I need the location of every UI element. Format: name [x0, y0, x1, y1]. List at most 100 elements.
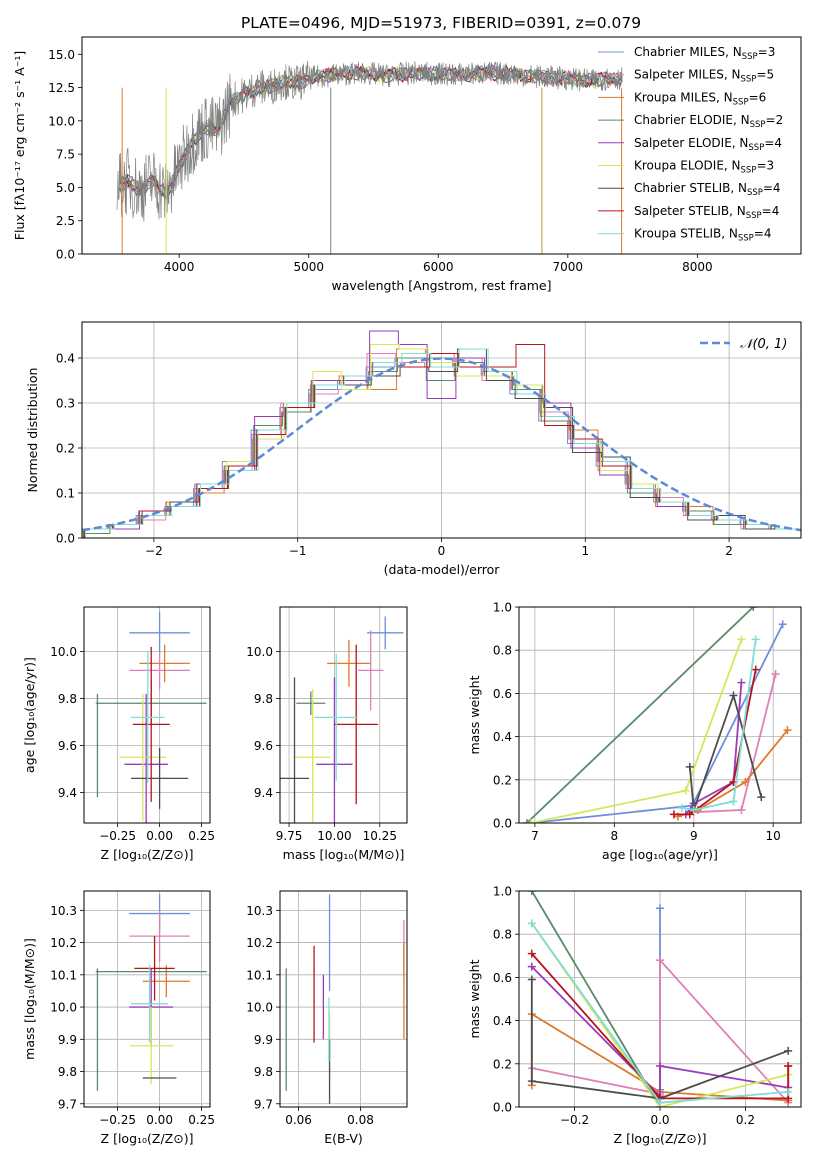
error-bar-point: [334, 644, 378, 805]
mass-weight-line: [531, 957, 789, 1104]
y-axis-label: Flux [fλ10⁻¹⁷ erg cm⁻² s⁻¹ A⁻¹]: [12, 51, 27, 240]
error-bar-point: [280, 677, 310, 823]
histogram-step: [83, 348, 801, 538]
model-line: [119, 64, 623, 198]
legend-entry: Kroupa ELODIE, NSSP=3: [634, 159, 774, 176]
plus-marker: [737, 678, 746, 687]
y-tick-label: 0.4: [493, 1014, 512, 1028]
y-axis-label: age [log₁₀(age/yr)]: [22, 657, 37, 773]
y-tick-label: 15.0: [48, 48, 75, 62]
error-bar-point: [129, 611, 190, 654]
mass-weight-line: [531, 891, 661, 1107]
data-line: [116, 60, 623, 222]
y-tick-label: 0.3: [56, 397, 75, 411]
y-tick-label: 9.6: [58, 739, 77, 753]
y-tick-label: 9.7: [254, 1097, 273, 1111]
plus-marker: [527, 1077, 536, 1086]
plus-marker: [741, 777, 750, 786]
y-tick-label: 0.2: [493, 1057, 512, 1071]
age-vs-mass-panel: 9.75 10.00 10.25 9.4 9.6 9.8 10.0 mass [log₁₀(M…: [246, 606, 408, 862]
x-tick-label: 2: [725, 544, 733, 558]
plus-marker: [751, 635, 760, 644]
y-tick-label: 9.9: [58, 1033, 77, 1047]
plus-marker: [681, 786, 690, 795]
model-line: [119, 64, 623, 201]
error-bar-point: [132, 646, 170, 802]
x-axis-label: age [log₁₀(age/yr)]: [602, 847, 718, 862]
plus-marker: [526, 819, 535, 823]
histogram-step: [82, 348, 800, 530]
plus-marker: [729, 797, 738, 806]
x-tick-label: 10.25: [363, 829, 397, 843]
plus-marker: [778, 620, 787, 629]
x-tick-label: 7000: [553, 260, 584, 274]
error-bar-point: [294, 689, 331, 823]
x-tick-label: 9: [690, 829, 698, 843]
plus-marker: [669, 810, 678, 819]
age-vs-metallicity-panel: −0.25 0.00 0.25 9.4 9.6 9.8 10.0 Z [log₁₀(Z/Z⊙)…: [22, 606, 215, 862]
legend-entry: Salpeter STELIB, NSSP=4: [634, 204, 779, 221]
model-line: [119, 65, 622, 196]
legend-entry: 𝒩(0, 1): [740, 337, 787, 352]
x-tick-label: 10.00: [317, 829, 351, 843]
error-bar-point: [131, 747, 189, 809]
x-axis-label: wavelength [Angstrom, rest frame]: [331, 278, 551, 293]
plus-marker: [737, 806, 746, 815]
legend-entry: Chabrier STELIB, NSSP=4: [634, 181, 781, 198]
plus-marker: [527, 975, 536, 984]
error-bar-point: [129, 651, 190, 690]
error-bar-point: [129, 910, 190, 962]
figure-title: PLATE=0496, MJD=51973, FIBERID=0391, z=0…: [241, 14, 641, 32]
plus-marker: [685, 762, 694, 771]
y-tick-label: 10.1: [50, 968, 77, 982]
y-tick-label: 10.0: [246, 645, 273, 659]
error-bar-point: [131, 651, 165, 784]
x-axis-label: Z [log₁₀(Z/Z⊙)]: [101, 1131, 194, 1146]
mass-weight-line: [526, 607, 754, 823]
y-tick-label: 0.8: [493, 644, 512, 658]
plus-marker: [737, 635, 746, 644]
x-axis-label: Z [log₁₀(Z/Z⊙)]: [101, 847, 194, 862]
x-tick-label: 5000: [293, 260, 324, 274]
plus-marker: [784, 1087, 793, 1096]
y-tick-label: 0.2: [493, 773, 512, 787]
x-tick-label: 0.00: [146, 1113, 173, 1127]
y-tick-label: 0.6: [493, 971, 512, 985]
error-bar-point: [316, 677, 353, 823]
y-tick-label: 0.0: [493, 817, 512, 831]
histogram-step: [82, 344, 801, 538]
plus-marker: [783, 726, 792, 735]
mass-weight-vs-metallicity-panel: −0.2 0.0 0.2 0.0 0.2 0.4 0.6 0.8 1.0 Z [log₁₀(Z/Z…: [467, 885, 802, 1146]
x-tick-label: 0.2: [736, 1113, 755, 1127]
plot-area: [116, 60, 623, 254]
error-bar-point: [314, 653, 359, 781]
y-tick-label: 10.3: [50, 904, 77, 918]
x-tick-label: −2: [145, 544, 163, 558]
histogram-step: [82, 357, 801, 534]
y-tick-label: 10.3: [246, 904, 273, 918]
axes-frame: [81, 321, 802, 539]
mass-weight-line: [681, 639, 757, 811]
axes-frame: [83, 606, 211, 824]
x-tick-label: 0.06: [285, 1113, 312, 1127]
error-bar-point: [124, 693, 168, 823]
plus-marker: [729, 691, 738, 700]
axes-frame: [279, 890, 408, 1108]
x-tick-label: 4000: [164, 260, 195, 274]
axes-frame: [518, 890, 802, 1108]
y-tick-label: 10.1: [246, 968, 273, 982]
y-tick-label: 10.2: [246, 936, 273, 950]
plot-area: [519, 607, 801, 823]
x-tick-label: 0: [438, 544, 446, 558]
y-tick-label: 1.0: [493, 885, 512, 899]
y-tick-label: 9.8: [58, 1065, 77, 1079]
plus-marker: [751, 665, 760, 674]
plus-marker: [656, 1061, 664, 1070]
y-tick-label: 0.0: [493, 1101, 512, 1115]
spectrum-panel: 4000 5000 6000 7000 8000 0.0 2.5 5.0 7.5 10.0 12.5…: [12, 36, 802, 293]
y-tick-label: 0.2: [56, 442, 75, 456]
y-tick-label: 0.1: [56, 487, 75, 501]
x-axis-label: E(B-V): [324, 1131, 363, 1146]
plus-marker: [677, 803, 686, 812]
x-tick-label: −1: [289, 544, 307, 558]
